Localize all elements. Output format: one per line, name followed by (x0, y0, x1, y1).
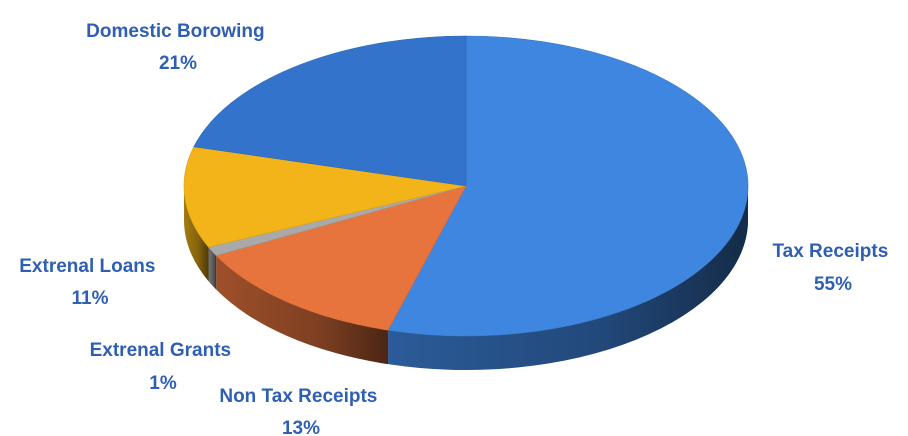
label-extrenal-loans: Extrenal Loans 11% (19, 256, 161, 309)
label-extrenal-grants: Extrenal Grants 1% (90, 340, 237, 394)
label-tax-receipts: Tax Receipts 55% (772, 241, 893, 295)
pie-labels: Tax Receipts 55% Non Tax Receipts 13% Ex… (19, 21, 893, 436)
pie-sides (184, 186, 748, 370)
slice-side-shade-tax-receipts (388, 186, 748, 370)
slice-tax-receipts (387, 35, 749, 337)
label-non-tax-receipts: Non Tax Receipts 13% (219, 386, 382, 436)
slice-domestic-borowing (193, 35, 467, 187)
label-domestic-borowing: Domestic Borowing 21% (86, 21, 270, 74)
pie-tops (183, 35, 749, 337)
slice-side-shade-extrenal-loans (184, 186, 209, 282)
slice-extrenal-loans (183, 146, 467, 248)
slice-side-shade-non-tax-receipts (216, 255, 389, 365)
slice-side-shade-extrenal-grants (208, 247, 217, 290)
slice-non-tax-receipts (215, 185, 467, 331)
